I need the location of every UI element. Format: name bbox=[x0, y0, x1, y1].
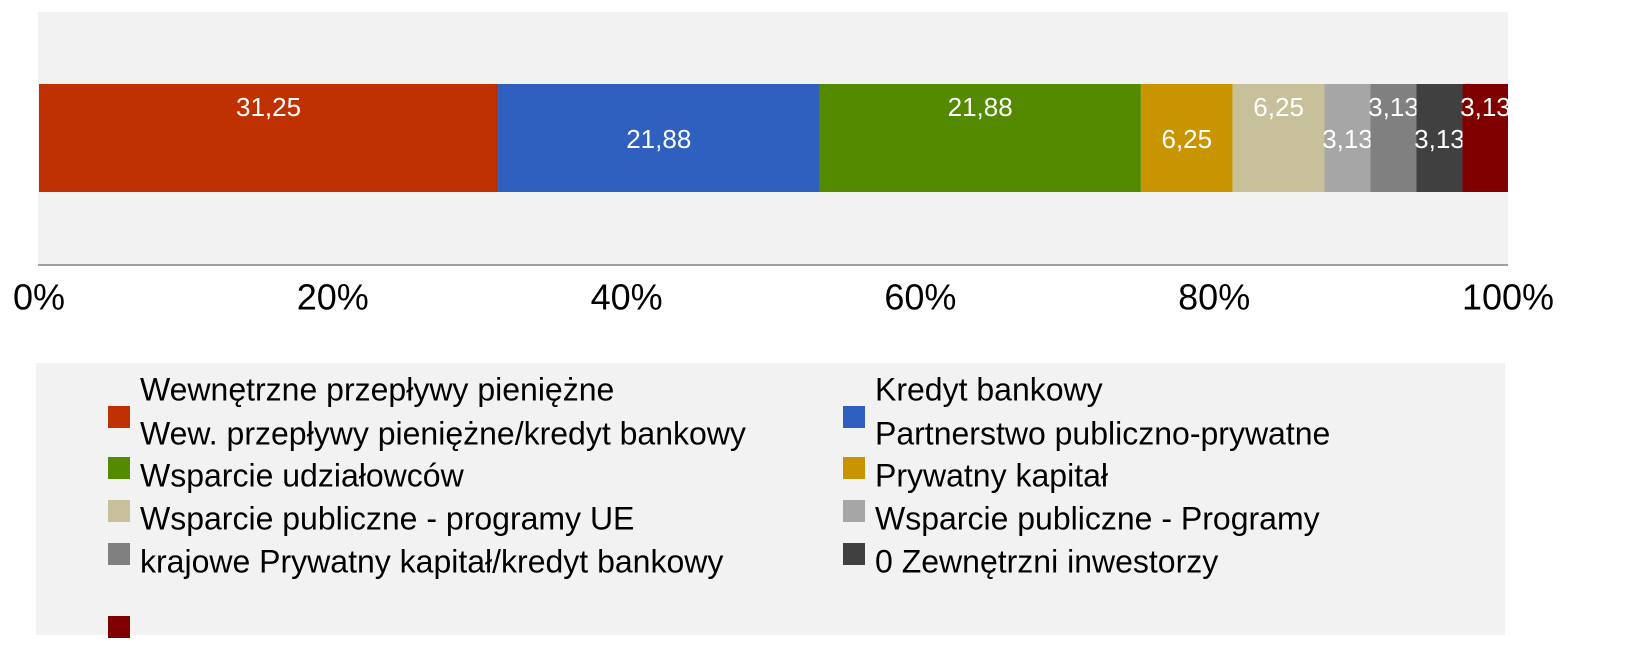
legend-swatch bbox=[108, 543, 130, 565]
data-label: 31,25 bbox=[236, 92, 301, 122]
legend-swatch bbox=[108, 616, 130, 638]
legend-swatch bbox=[843, 457, 865, 479]
bar-segment bbox=[1462, 84, 1508, 192]
legend-swatch bbox=[108, 500, 130, 522]
x-tick-label: 40% bbox=[591, 277, 663, 318]
legend-label: Wsparcie udziałowców bbox=[140, 457, 465, 493]
legend-label: Wewnętrzne przepływy pieniężne bbox=[140, 371, 614, 407]
bar-segment bbox=[39, 84, 499, 192]
legend-swatch bbox=[843, 543, 865, 565]
bar-segment bbox=[1324, 84, 1371, 192]
legend-area bbox=[36, 363, 1505, 635]
legend-label: Kredyt bankowy bbox=[875, 371, 1103, 407]
x-tick-label: 100% bbox=[1462, 277, 1554, 318]
x-tick-label: 60% bbox=[884, 277, 956, 318]
legend-label: 0 Zewnętrzni inwestorzy bbox=[875, 543, 1218, 579]
legend-label: Wew. przepływy pieniężne/kredyt bankowy bbox=[140, 415, 746, 451]
legend-swatch bbox=[843, 500, 865, 522]
x-tick-label: 80% bbox=[1178, 277, 1250, 318]
data-label: 3,13 bbox=[1368, 92, 1419, 122]
data-label: 3,13 bbox=[1322, 124, 1373, 154]
bar-segment bbox=[1232, 84, 1325, 192]
legend-label: Wsparcie publiczne - Programy bbox=[875, 500, 1320, 536]
legend-label: Wsparcie publiczne - programy UE bbox=[140, 500, 634, 536]
bar-segment bbox=[1416, 84, 1463, 192]
data-label: 3,13 bbox=[1460, 92, 1511, 122]
legend-swatch bbox=[108, 406, 130, 428]
legend-swatch bbox=[843, 406, 865, 428]
bar-segment bbox=[819, 84, 1141, 192]
x-tick-label: 0% bbox=[13, 277, 65, 318]
bar-segment bbox=[498, 84, 820, 192]
legend-swatch bbox=[108, 457, 130, 479]
legend-label: krajowe Prywatny kapitał/kredyt bankowy bbox=[140, 543, 723, 579]
data-label: 6,25 bbox=[1253, 92, 1304, 122]
x-tick-label: 20% bbox=[297, 277, 369, 318]
data-label: 21,88 bbox=[626, 124, 691, 154]
data-label: 21,88 bbox=[948, 92, 1013, 122]
data-label: 3,13 bbox=[1414, 124, 1465, 154]
bar-segment bbox=[1140, 84, 1233, 192]
data-label: 6,25 bbox=[1161, 124, 1212, 154]
bar-segment bbox=[1370, 84, 1417, 192]
legend-label: Prywatny kapitał bbox=[875, 457, 1108, 493]
legend-label: Partnerstwo publiczno-prywatne bbox=[875, 415, 1330, 451]
